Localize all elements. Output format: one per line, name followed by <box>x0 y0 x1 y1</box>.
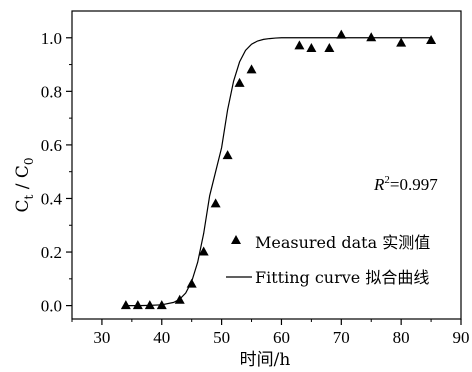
measured-point <box>120 300 131 310</box>
r-squared-sup: 2 <box>384 174 390 186</box>
measured-point <box>174 294 185 304</box>
ticks: 30 40 50 60 70 80 90 0.0 0.2 0.4 0.6 0.8 1.0 <box>41 29 470 347</box>
measured-point <box>234 77 245 87</box>
y-tick-label: 1.0 <box>41 29 62 48</box>
y-axis-title-sep: / <box>13 178 33 195</box>
measured-point <box>306 42 317 52</box>
x-axis-title: 时间/h <box>240 350 291 370</box>
x-tick-label: 60 <box>273 328 290 347</box>
y-axis-title: Ct / C0 <box>13 157 36 212</box>
r-squared-annotation: R2=0.997 <box>373 174 438 194</box>
measured-point <box>336 29 347 39</box>
x-tick-label: 80 <box>393 328 410 347</box>
measured-point <box>210 198 221 208</box>
fitting-curve-layer <box>125 37 432 307</box>
plot-frame <box>71 10 462 320</box>
measured-point <box>294 40 305 50</box>
y-tick-label: 0.6 <box>41 136 62 155</box>
measured-point <box>144 300 155 310</box>
measured-point <box>396 37 407 47</box>
fitting-curve-line <box>125 37 432 307</box>
measured-point <box>426 34 437 44</box>
x-tick-label: 70 <box>333 328 350 347</box>
y-tick-label: 0.2 <box>41 243 62 262</box>
r-squared-symbol: R <box>373 175 385 194</box>
measured-points-layer <box>120 29 437 310</box>
x-tick-label: 50 <box>213 328 230 347</box>
measured-point <box>324 42 335 52</box>
measured-point <box>132 300 143 310</box>
legend-label-fitting: Fitting curve 拟合曲线 <box>255 268 429 287</box>
measured-point <box>156 300 167 310</box>
measured-point <box>246 64 257 74</box>
measured-point <box>222 150 233 160</box>
y-tick-label: 0.4 <box>41 189 63 208</box>
x-tick-label: 30 <box>93 328 110 347</box>
legend: Measured data 实测值 Fitting curve 拟合曲线 <box>226 233 430 287</box>
y-axis-title-c2: C <box>13 165 33 178</box>
measured-point <box>186 278 197 288</box>
measured-point <box>198 246 209 256</box>
y-axis-title-sub1: t <box>22 195 36 200</box>
legend-triangle-marker <box>231 235 241 244</box>
axes <box>71 10 462 320</box>
y-tick-label: 0.0 <box>41 297 62 316</box>
legend-label-measured: Measured data 实测值 <box>255 233 430 252</box>
measured-point <box>366 32 377 42</box>
y-axis-title-sub2: 0 <box>22 157 36 165</box>
r-squared-value: =0.997 <box>390 175 438 194</box>
y-axis-title-c1: C <box>13 200 33 213</box>
x-tick-label: 40 <box>153 328 170 347</box>
y-tick-label: 0.8 <box>41 82 62 101</box>
x-tick-label: 90 <box>453 328 470 347</box>
